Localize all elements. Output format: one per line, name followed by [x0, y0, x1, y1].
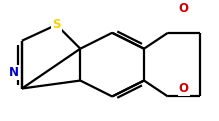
Text: O: O [179, 82, 189, 95]
Text: O: O [179, 2, 189, 15]
Text: S: S [52, 18, 61, 31]
Text: N: N [9, 66, 19, 79]
